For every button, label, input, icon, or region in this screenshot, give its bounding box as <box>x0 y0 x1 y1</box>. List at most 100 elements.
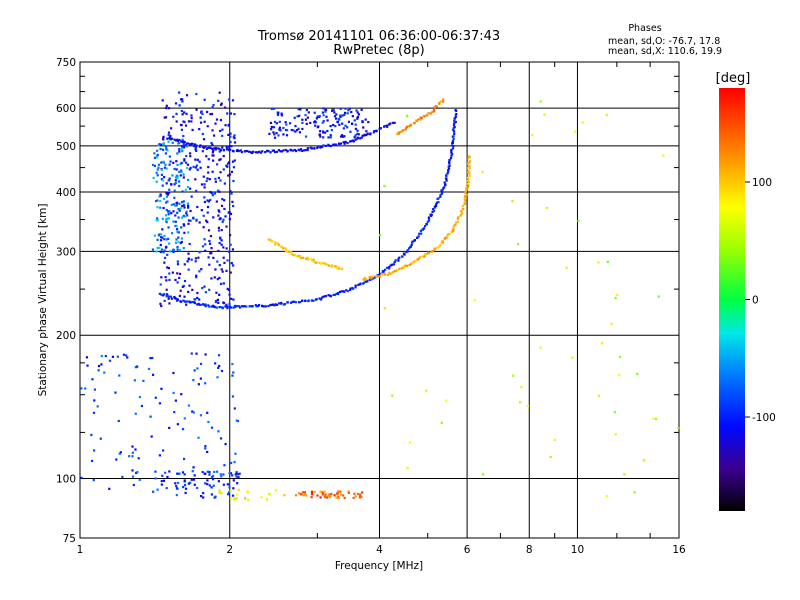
data-point <box>176 299 179 302</box>
data-point <box>211 170 214 173</box>
data-point <box>218 158 221 162</box>
data-point <box>184 144 187 147</box>
data-point <box>204 353 207 356</box>
data-point <box>186 142 190 145</box>
data-point <box>272 107 276 110</box>
data-point <box>426 113 429 116</box>
data-point <box>233 460 236 464</box>
data-point <box>206 199 209 202</box>
data-point <box>251 305 254 308</box>
data-point <box>289 301 293 304</box>
data-point <box>342 494 345 497</box>
data-point <box>280 112 283 115</box>
data-point <box>391 394 394 397</box>
data-point <box>198 251 201 254</box>
data-point <box>174 214 177 217</box>
data-point <box>440 421 443 424</box>
data-point <box>174 102 178 105</box>
data-point <box>183 111 186 114</box>
data-point <box>196 168 199 171</box>
data-point <box>309 146 312 149</box>
data-point <box>201 132 204 136</box>
data-point <box>158 292 161 295</box>
data-point <box>151 163 155 167</box>
tick-labels: 1 2 4 6 8 10 16 75 100 200 300 400 500 600 750 <box>56 57 686 556</box>
data-point <box>230 306 233 309</box>
data-point <box>185 112 188 115</box>
data-point <box>161 184 164 187</box>
data-point <box>423 253 427 256</box>
data-point <box>212 149 215 152</box>
data-point <box>164 246 168 249</box>
data-point <box>160 479 163 483</box>
data-point <box>147 367 151 371</box>
data-point <box>175 487 179 490</box>
data-point <box>319 146 322 149</box>
data-point <box>366 280 369 283</box>
data-point <box>459 214 462 217</box>
data-point <box>456 220 460 223</box>
data-point <box>162 160 165 163</box>
data-point <box>168 210 171 213</box>
data-point <box>215 291 218 294</box>
data-point <box>251 151 254 155</box>
data-point <box>167 267 171 270</box>
data-point <box>226 483 229 486</box>
data-point <box>301 299 304 302</box>
data-point <box>131 475 135 478</box>
data-point <box>310 299 313 302</box>
data-point <box>204 472 207 476</box>
data-point <box>187 120 191 123</box>
data-point <box>352 496 355 500</box>
data-point <box>154 396 157 399</box>
data-point <box>218 91 221 94</box>
data-point <box>212 103 215 107</box>
data-point <box>417 258 420 261</box>
phases-title: Phases <box>628 23 661 34</box>
data-point <box>293 116 296 119</box>
data-point <box>202 496 205 499</box>
data-point <box>204 447 207 450</box>
data-point <box>183 141 186 144</box>
data-point <box>614 296 617 300</box>
data-point <box>385 124 389 127</box>
data-point <box>207 165 210 169</box>
data-point <box>432 208 435 211</box>
data-point <box>232 136 235 139</box>
data-point <box>425 253 428 256</box>
data-point <box>298 149 301 152</box>
data-point <box>234 473 237 476</box>
data-point <box>186 260 189 263</box>
data-point <box>328 495 331 499</box>
data-point <box>329 295 333 298</box>
data-point <box>180 170 183 173</box>
data-point <box>448 162 451 165</box>
data-point <box>321 121 324 124</box>
data-point <box>323 490 326 493</box>
data-point <box>438 245 441 248</box>
data-point <box>657 295 660 298</box>
data-point <box>199 377 202 380</box>
data-point <box>217 209 220 212</box>
data-point <box>417 118 420 121</box>
data-point <box>202 303 205 306</box>
data-point <box>444 183 447 186</box>
data-point <box>464 191 467 194</box>
data-point <box>435 105 438 108</box>
data-point <box>224 305 227 308</box>
data-point <box>193 143 197 146</box>
data-point <box>511 374 515 377</box>
colorbar-label: [deg] <box>716 71 751 86</box>
data-point <box>211 143 214 146</box>
data-point <box>185 210 188 213</box>
data-point <box>176 245 179 249</box>
data-point <box>394 259 397 262</box>
data-point <box>623 473 626 476</box>
data-point <box>108 487 111 490</box>
data-point <box>413 121 416 125</box>
data-point <box>229 212 233 216</box>
data-point <box>468 164 471 168</box>
data-point <box>170 232 174 235</box>
data-point <box>235 497 238 500</box>
data-point <box>464 195 467 198</box>
